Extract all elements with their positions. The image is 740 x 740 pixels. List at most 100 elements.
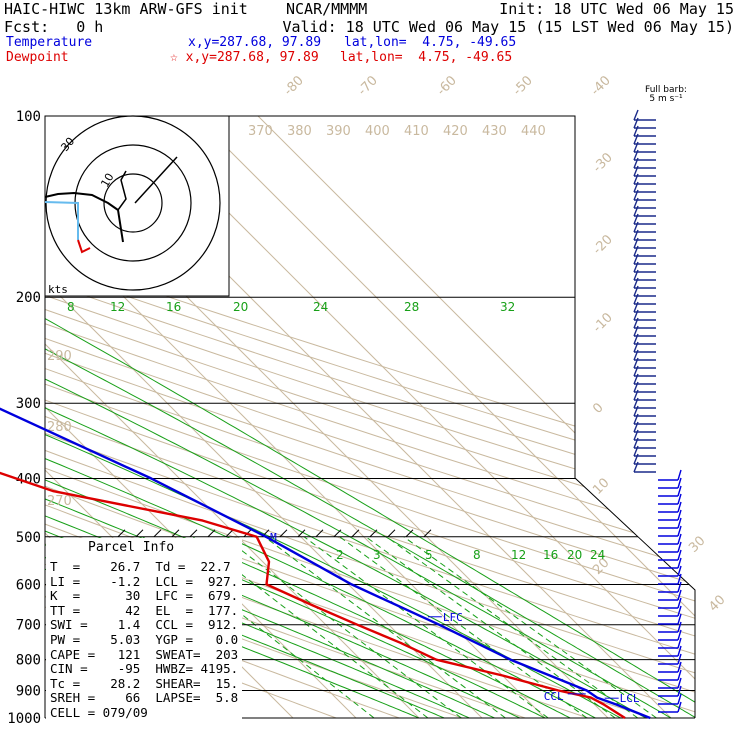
wind-barb-flag	[633, 189, 639, 201]
mixing-ratio-label: 12	[110, 300, 125, 314]
isotherm-label: 0	[590, 400, 606, 416]
init-time: Init: 18 UTC Wed 06 May 15	[499, 0, 734, 18]
dry-adiabat	[45, 116, 695, 718]
hatch-mark	[117, 529, 126, 538]
mixing-ratio-label: 24	[313, 300, 328, 314]
dry-adiabat	[45, 116, 695, 718]
wind-barb-flag	[677, 629, 682, 641]
pressure-label: 800	[16, 653, 41, 669]
valid-time: Valid: 18 UTC Wed 06 May 15 (15 LST Wed …	[282, 18, 734, 36]
forecast-hour: Fcst: 0 h	[4, 18, 104, 36]
theta-label: 280	[47, 420, 72, 435]
level-label: M	[270, 531, 277, 544]
theta-label: 290	[47, 349, 72, 364]
hatch-mark	[189, 529, 198, 538]
theta-label: 440	[521, 124, 546, 139]
wind-barb-flag	[677, 653, 682, 665]
isotherm-line	[45, 116, 420, 718]
wind-barb-flag	[633, 117, 639, 129]
wind-barb-flag	[633, 317, 639, 329]
wind-barb-flag	[633, 261, 639, 273]
parcel-row: CAPE = 121 SWEAT= 203	[50, 646, 239, 662]
wind-barb-flag	[677, 525, 682, 537]
hatch-mark	[207, 529, 216, 538]
pressure-label: 500	[16, 530, 41, 546]
dry-adiabat	[45, 116, 695, 718]
parcel-row: CIN = -95 HWBZ= 4195.	[50, 661, 239, 677]
wind-barb-flag	[633, 397, 639, 409]
mixing-ratio-label: 8	[473, 548, 481, 562]
wind-barb-flag	[677, 509, 682, 521]
mixing-ratio-label: 3	[373, 548, 381, 562]
pressure-label: 900	[16, 683, 41, 699]
wind-barb-flag	[633, 277, 639, 289]
level-label: CCL	[544, 690, 564, 703]
parcel-row: SWI = 1.4 CCL = 912.	[50, 617, 239, 633]
hatch-mark	[279, 529, 288, 538]
dry-adiabat	[45, 116, 695, 718]
mixing-ratio-label: 24	[590, 548, 605, 562]
parcel-row: CELL = 079/09	[50, 704, 148, 720]
hodograph-trace-surface	[77, 239, 91, 254]
isotherm-line	[257, 116, 695, 718]
parcel-row: TT = 42 EL = 177.	[50, 602, 239, 618]
wind-barb-flag	[677, 645, 682, 657]
wind-barb-flag	[633, 245, 639, 257]
temperature-profile	[0, 407, 651, 720]
dry-adiabat	[45, 116, 695, 718]
wind-barb-flag	[633, 229, 639, 241]
hatch-mark	[297, 529, 306, 538]
isotherm-label: 30	[686, 534, 708, 556]
wind-barb-flag	[633, 133, 639, 145]
isotherm-label: 10	[590, 476, 612, 498]
wind-barb-flag	[633, 413, 639, 425]
profiles: ELLFCLCLCCLM	[0, 407, 651, 720]
wind-barb-flag	[633, 165, 639, 177]
mixing-ratio-line	[365, 536, 616, 718]
temperature-xy: x,y=287.68, 97.89	[188, 35, 322, 50]
pressure-label: 700	[16, 618, 41, 634]
theta-label: 270	[47, 494, 72, 509]
dry-adiabat	[45, 116, 695, 718]
wind-barb-flag	[633, 333, 639, 345]
wind-barb-flag	[677, 701, 682, 713]
wind-barb-flag	[633, 349, 639, 361]
hatch-mark	[225, 529, 234, 538]
mixing-ratio-label: 12	[511, 548, 526, 562]
dry-adiabat	[45, 116, 695, 718]
wind-barb-flag	[677, 677, 682, 689]
theta-label: 390	[326, 124, 351, 139]
hatch-mark	[315, 529, 324, 538]
hodograph-unit: kts	[48, 283, 68, 296]
wind-barb-flag	[677, 669, 682, 681]
mixing-ratio-line	[403, 536, 657, 718]
wind-barb-flag	[677, 661, 682, 673]
wind-barb-flag	[633, 197, 639, 209]
dewpoint-xy: ☆ x,y=287.68, 97.89	[170, 50, 319, 65]
model-title: HAIC-HIWC 13km ARW-GFS init	[4, 0, 248, 18]
pressure-label: 1000	[7, 711, 41, 727]
wind-barb-flag	[633, 405, 639, 417]
mixing-ratio-label: 28	[404, 300, 419, 314]
wind-barb-flag	[677, 549, 682, 561]
wind-barb-flag	[677, 493, 682, 505]
wind-barb-flag	[633, 173, 639, 185]
wind-barb-flag	[677, 517, 682, 529]
wind-barb-flag	[677, 597, 682, 609]
theta-label: 420	[443, 124, 468, 139]
wind-barb-flag	[633, 381, 639, 393]
wind-barb-flag	[633, 205, 639, 217]
dry-adiabat	[45, 116, 695, 718]
hatch-mark	[171, 529, 180, 538]
wind-barb-flag	[677, 469, 682, 481]
hodograph-trace	[117, 170, 127, 211]
mixing-ratio-label: 16	[543, 548, 558, 562]
wind-barb-flag	[633, 365, 639, 377]
hatch-mark	[333, 529, 342, 538]
hatch-mark	[387, 529, 396, 538]
parcel-title: Parcel Info	[88, 540, 175, 555]
level-label: LCL	[620, 692, 640, 705]
storm-motion-vector	[134, 156, 178, 204]
